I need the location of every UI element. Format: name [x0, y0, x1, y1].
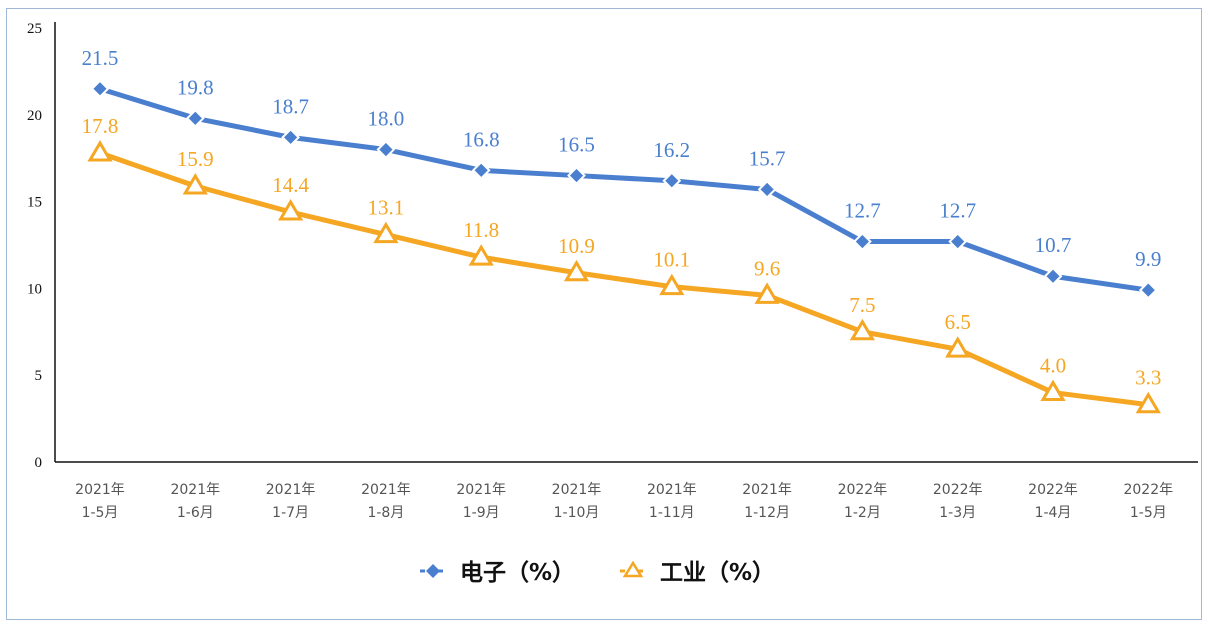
x-tick-label: 1-5月 [82, 505, 119, 521]
y-tick-label: 25 [27, 21, 42, 37]
data-label: 15.9 [177, 147, 214, 171]
y-tick-label: 15 [27, 195, 42, 211]
data-point-diamond [852, 232, 872, 251]
data-point-triangle [754, 282, 780, 304]
x-tick-label: 1-11月 [649, 505, 695, 521]
data-label: 10.7 [1035, 233, 1072, 257]
data-point-diamond [948, 232, 968, 251]
x-tick-label: 2021年 [552, 482, 602, 498]
y-tick-label: 10 [27, 281, 42, 297]
x-tick-label: 2022年 [933, 482, 983, 498]
data-point-diamond [281, 127, 301, 147]
data-point-triangle [945, 336, 971, 358]
data-point-triangle [182, 173, 208, 195]
data-label: 16.5 [558, 133, 595, 157]
data-label: 13.1 [368, 196, 405, 220]
legend-diamond-icon [426, 564, 440, 578]
legend-label: 电子（%） [460, 559, 575, 586]
x-tick-label: 1-2月 [844, 505, 881, 521]
data-label: 9.9 [1135, 247, 1161, 271]
data-point-triangle [373, 221, 399, 244]
x-tick-label: 2021年 [361, 482, 411, 498]
data-point-diamond [567, 166, 586, 185]
data-point-triangle [1040, 379, 1066, 402]
data-point-triangle [659, 273, 685, 296]
data-point-diamond [90, 79, 110, 99]
data-point-triangle [87, 140, 113, 162]
x-tick-label: 2021年 [647, 482, 697, 498]
data-point-diamond [662, 171, 682, 191]
x-tick-label: 2021年 [266, 482, 316, 498]
x-tick-label: 1-6月 [177, 505, 214, 521]
data-label: 21.5 [82, 46, 119, 70]
data-label: 11.8 [463, 218, 499, 242]
chart-frame [6, 8, 1202, 620]
x-tick-label: 1-12月 [744, 505, 790, 521]
data-label: 12.7 [939, 199, 976, 223]
x-tick-label: 1-5月 [1130, 505, 1167, 521]
data-point-triangle [277, 199, 304, 221]
data-point-diamond [757, 180, 777, 199]
data-label: 3.3 [1135, 366, 1161, 390]
data-point-triangle [468, 244, 494, 266]
x-tick-label: 2022年 [1028, 482, 1078, 498]
series-line-1 [99, 150, 1149, 408]
x-tick-label: 2021年 [742, 482, 792, 498]
data-label: 17.8 [82, 114, 119, 138]
data-point-triangle [1135, 391, 1161, 414]
data-label: 12.7 [844, 199, 881, 223]
x-tick-label: 1-7月 [272, 505, 309, 521]
data-label: 4.0 [1040, 354, 1066, 378]
data-label: 19.8 [177, 75, 214, 99]
x-tick-label: 2022年 [838, 482, 888, 498]
x-tick-label: 1-9月 [463, 505, 500, 521]
series-line-0 [99, 86, 1149, 293]
x-tick-label: 1-4月 [1035, 505, 1072, 521]
data-label: 9.6 [754, 256, 780, 280]
x-tick-label: 1-3月 [939, 505, 976, 521]
legend-triangle-icon [622, 560, 644, 578]
data-label: 18.7 [272, 94, 309, 118]
y-tick-label: 0 [35, 455, 43, 471]
data-label: 15.7 [749, 146, 786, 170]
x-tick-label: 2021年 [170, 482, 220, 498]
data-label: 6.5 [945, 310, 971, 334]
data-label: 7.5 [849, 293, 875, 317]
x-tick-label: 2021年 [75, 482, 125, 498]
x-tick-label: 1-8月 [367, 505, 404, 521]
data-label: 10.1 [653, 248, 690, 272]
data-label: 14.4 [272, 173, 309, 197]
data-point-triangle [563, 259, 590, 282]
data-point-diamond [185, 108, 205, 128]
y-tick-label: 5 [35, 368, 43, 384]
x-tick-label: 2022年 [1123, 482, 1173, 498]
x-tick-label: 1-10月 [554, 505, 600, 521]
data-label: 10.9 [558, 234, 595, 258]
y-tick-label: 20 [27, 108, 42, 124]
data-point-diamond [471, 160, 491, 180]
x-tick-label: 2021年 [456, 482, 506, 498]
data-label: 16.8 [463, 127, 500, 151]
data-label: 16.2 [653, 138, 690, 162]
data-label: 18.0 [368, 107, 405, 131]
data-point-diamond [1138, 280, 1158, 300]
legend-label: 工业（%） [660, 559, 775, 586]
data-point-diamond [376, 140, 396, 159]
data-point-diamond [1043, 266, 1063, 286]
data-point-triangle [849, 318, 876, 341]
